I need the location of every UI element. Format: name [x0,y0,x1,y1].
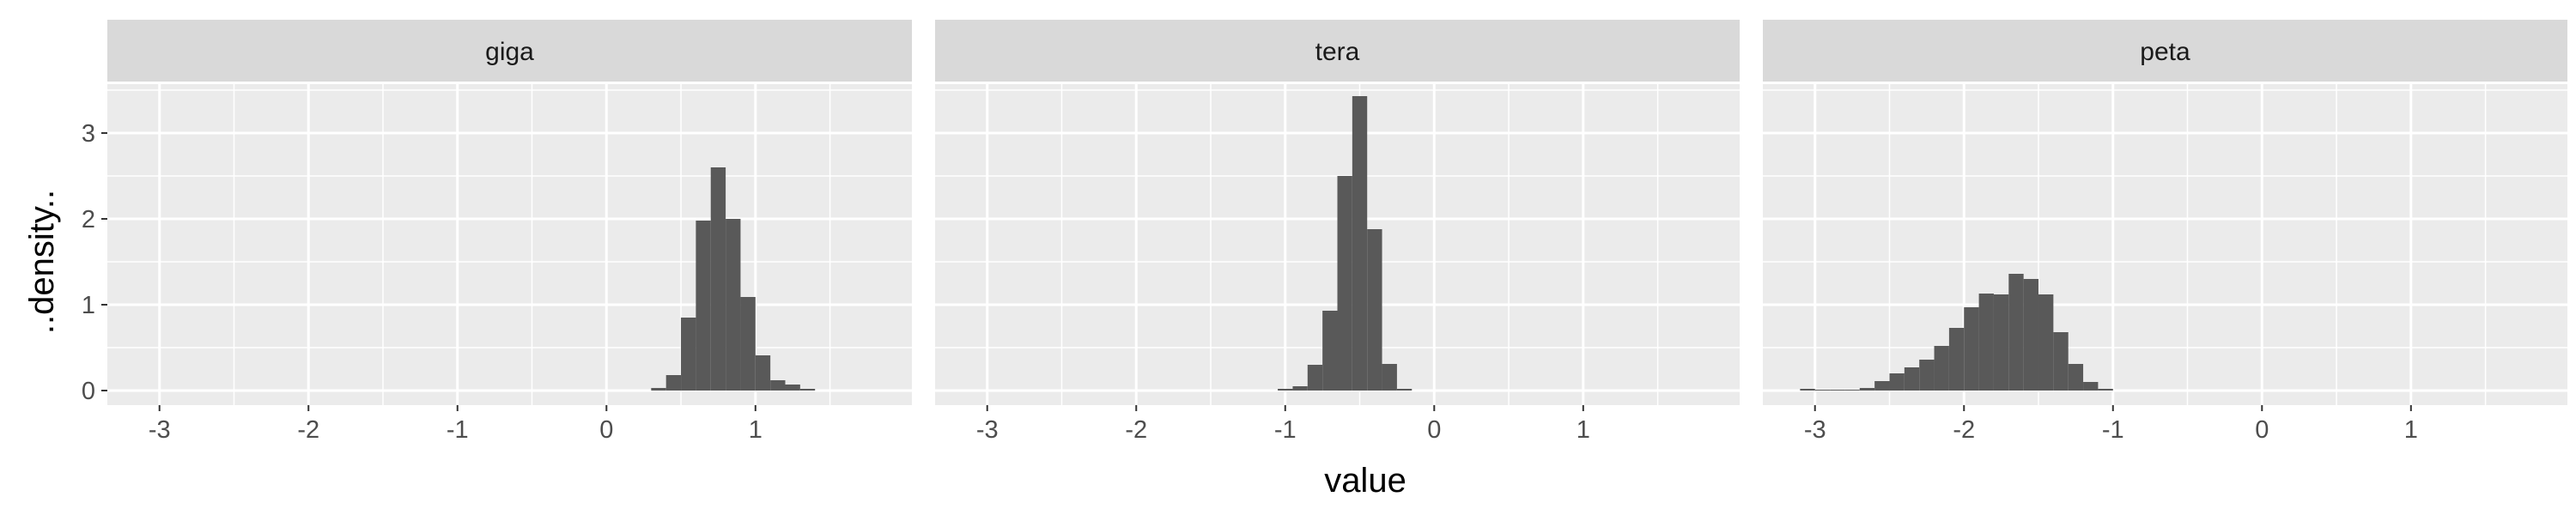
histogram-bar [651,388,666,391]
histogram-bar [2098,389,2113,391]
x-tick-label: -1 [2102,416,2124,444]
x-tick-label: 0 [599,416,613,444]
x-tick-label: 1 [749,416,762,444]
x-tick-label: -1 [1274,416,1297,444]
y-tick-label: 3 [82,120,95,148]
histogram-bar [1337,176,1352,391]
histogram-bar [2068,364,2084,391]
histogram-bar [1382,364,1397,391]
panel-plot-area [935,84,1740,405]
y-tick-label: 1 [82,292,95,319]
histogram-bar [1352,96,1368,391]
histogram-bar [1278,389,1293,391]
panel-plot-area [1763,84,2567,405]
x-tick-label: 1 [1577,416,1590,444]
histogram-bar [2038,294,2054,391]
histogram-bar [665,375,682,391]
histogram-bar [1322,311,1338,391]
facet-panels: giga -3 -2 -1 0 1 tera -3 -2 -1 0 1 peta -3 -2 -1 0 1 [107,20,2567,444]
y-axis-title: ..density.. [23,190,61,334]
facet-strip-label: peta [2140,38,2190,66]
histogram-bar [2023,279,2039,391]
histogram-bar [1307,365,1323,391]
histogram-bar [2008,274,2024,391]
histogram-bar [1919,360,1935,391]
histogram-bar [785,385,800,391]
x-tick-label: 1 [2404,416,2418,444]
histogram-bar [710,167,726,391]
panel-background [1763,84,2567,405]
histogram-bar [799,389,816,391]
histogram-bar [1874,381,1890,391]
x-tick-label: -2 [1125,416,1147,444]
panel-plot-area [107,84,912,405]
x-tick-label: 0 [2255,416,2269,444]
histogram-bar [2053,332,2069,391]
histogram-bar [681,318,696,391]
y-axis: 0 1 2 3 [82,120,107,405]
facet-strip [107,20,912,82]
facet-strip [935,20,1740,82]
x-tick-label: -3 [1804,416,1826,444]
histogram-bar [696,221,711,391]
x-tick-label: -1 [447,416,469,444]
histogram-bar [1814,390,1831,391]
x-tick-label: -2 [297,416,319,444]
panel-background [107,84,912,405]
x-tick-label: -2 [1953,416,1975,444]
facet-strip-label: giga [485,38,534,66]
histogram-bar [1904,367,1920,391]
facet-giga: giga -3 -2 -1 0 1 [107,20,912,444]
facet-tera: tera -3 -2 -1 0 1 [935,20,1740,444]
y-tick-label: 2 [82,206,95,233]
histogram-bar [1978,294,1994,391]
histogram-bar [1964,307,1979,391]
histogram-bar [1948,328,1965,391]
histogram-bar [1993,294,2009,391]
x-tick-label: -3 [149,416,171,444]
histogram-bar [1889,373,1905,391]
facet-strip-label: tera [1315,38,1360,66]
x-tick-label: 0 [1427,416,1441,444]
histogram-bar [1800,389,1815,391]
histogram-bar [726,219,741,391]
histogram-bar [1934,346,1949,391]
histogram-bar [1292,386,1308,391]
facet-peta: peta -3 -2 -1 0 1 [1763,20,2567,444]
x-axis-title: value [1324,462,1406,500]
histogram-bar [755,355,771,391]
histogram-bar [1830,390,1845,391]
x-tick-label: -3 [976,416,999,444]
histogram-bar [1844,390,1860,391]
histogram-bar [1396,389,1413,391]
y-tick-label: 0 [82,378,95,405]
histogram-bar [1367,229,1382,391]
histogram-bar [1859,388,1875,391]
facet-strip [1763,20,2567,82]
histogram-bar [740,297,756,391]
histogram-bar [2083,382,2099,391]
histogram-bar [770,380,786,391]
